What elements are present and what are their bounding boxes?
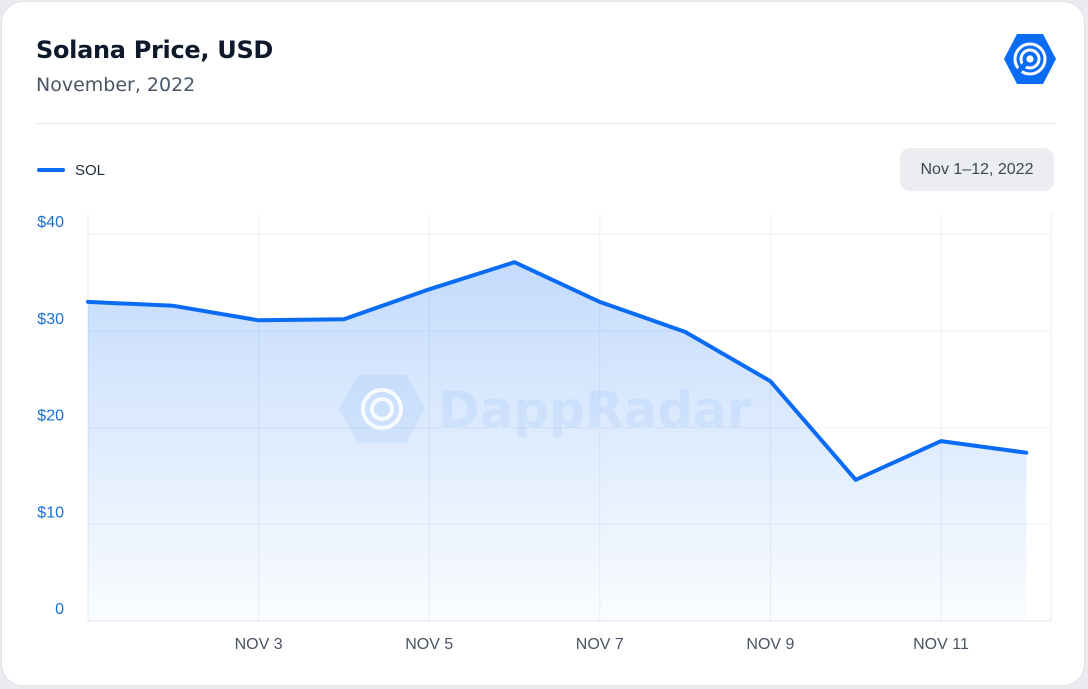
chart-title: Solana Price, USD [36, 36, 274, 64]
sol-data-point[interactable] [82, 296, 94, 308]
sol-data-point[interactable] [423, 283, 435, 295]
legend-label-sol: SOL [75, 161, 106, 179]
y-tick-label: $30 [37, 311, 64, 328]
sol-data-point[interactable] [594, 296, 606, 308]
x-tick-label: NOV 7 [576, 636, 624, 653]
watermark-text: DappRadar [438, 381, 752, 439]
chart-legend[interactable]: SOL [37, 160, 105, 180]
sol-data-point[interactable] [1020, 447, 1032, 459]
line-layer [82, 256, 1032, 486]
y-tick-label: $40 [37, 214, 64, 231]
x-tick-label: NOV 11 [913, 636, 969, 653]
sol-data-point[interactable] [509, 256, 521, 268]
sol-data-point[interactable] [167, 300, 179, 312]
legend-swatch-sol [37, 168, 65, 172]
sol-data-point[interactable] [850, 474, 862, 486]
y-tick-label: $20 [37, 408, 64, 425]
axis-layer: 0 $10 $20 $30 $40 NOV 3 NOV 5 NOV 7 NOV 9 NOV 11 [37, 214, 969, 653]
sol-data-point[interactable] [253, 314, 265, 326]
sol-data-point[interactable] [679, 326, 691, 338]
header-divider [36, 123, 1055, 124]
dappradar-logo-icon [1004, 34, 1056, 84]
sol-data-point[interactable] [338, 313, 350, 325]
x-tick-label: NOV 3 [235, 636, 283, 653]
sol-data-point[interactable] [764, 375, 776, 387]
y-tick-label: 0 [55, 601, 64, 618]
sol-price-line [86, 260, 1029, 482]
area-layer [88, 262, 1027, 621]
x-tick-label: NOV 9 [746, 636, 794, 653]
date-range-button[interactable]: Nov 1–12, 2022 [900, 148, 1054, 191]
watermark: DappRadar [339, 375, 752, 443]
x-tick-label: NOV 5 [405, 636, 453, 653]
chart-subtitle: November, 2022 [36, 74, 196, 96]
sol-data-point[interactable] [935, 435, 947, 447]
y-tick-label: $10 [37, 504, 64, 521]
sol-area-fill [88, 262, 1027, 621]
